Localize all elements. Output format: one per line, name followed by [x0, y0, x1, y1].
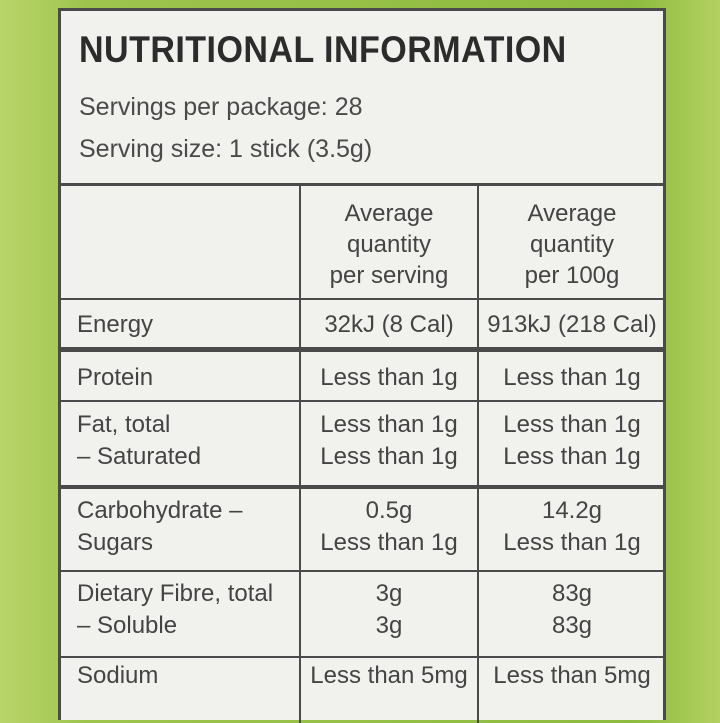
rule-header	[61, 298, 663, 300]
saturated-per-serving: Less than 1g	[320, 443, 458, 470]
rule-fat-thick	[61, 485, 663, 489]
fibre-per-serving: 3g	[375, 580, 403, 607]
header-per-serving: Average quantity per serving	[329, 200, 449, 289]
protein-per-serving: Less than 1g	[320, 364, 458, 391]
carbohydrate-per-100g: 14.2g	[541, 497, 603, 524]
servings-per-package: Servings per package: 28	[79, 93, 363, 121]
sugars-per-serving: Less than 1g	[320, 529, 458, 556]
rule-carbs	[61, 570, 663, 572]
row-label-fibre: Dietary Fibre, total	[77, 580, 274, 607]
column-divider-1	[299, 185, 301, 723]
carbohydrate-per-serving: 0.5g	[365, 497, 413, 524]
nutrition-panel: NUTRITIONAL INFORMATION Servings per pac…	[58, 8, 666, 723]
energy-per-serving: 32kJ (8 Cal)	[324, 311, 454, 338]
protein-per-100g: Less than 1g	[503, 364, 641, 391]
panel-title: NUTRITIONAL INFORMATION	[79, 29, 567, 70]
sodium-per-serving: Less than 5mg	[310, 662, 468, 689]
row-label-sugars: Sugars	[77, 529, 154, 556]
energy-per-100g: 913kJ (218 Cal)	[487, 311, 657, 338]
row-label-soluble: – Soluble	[77, 612, 178, 639]
column-divider-2	[477, 185, 479, 723]
rule-fibre	[61, 656, 663, 658]
header-per-100g: Average quantity per 100g	[524, 200, 620, 289]
soluble-per-serving: 3g	[375, 612, 403, 639]
rule-protein	[61, 400, 663, 402]
rule-energy-thick	[61, 347, 663, 352]
row-label-carbohydrate: Carbohydrate –	[77, 497, 243, 524]
row-label-energy: Energy	[77, 311, 154, 338]
soluble-per-100g: 83g	[551, 612, 593, 639]
fat-per-100g: Less than 1g	[503, 411, 641, 438]
row-label-saturated: – Saturated	[77, 443, 202, 470]
saturated-per-100g: Less than 1g	[503, 443, 641, 470]
row-label-sodium: Sodium	[77, 662, 159, 689]
sugars-per-100g: Less than 1g	[503, 529, 641, 556]
row-label-protein: Protein	[77, 364, 154, 391]
sodium-per-100g: Less than 5mg	[493, 662, 651, 689]
table-top-rule	[61, 183, 663, 186]
fibre-per-100g: 83g	[551, 580, 593, 607]
row-label-fat: Fat, total	[77, 411, 171, 438]
fat-per-serving: Less than 1g	[320, 411, 458, 438]
serving-size: Serving size: 1 stick (3.5g)	[79, 135, 373, 163]
